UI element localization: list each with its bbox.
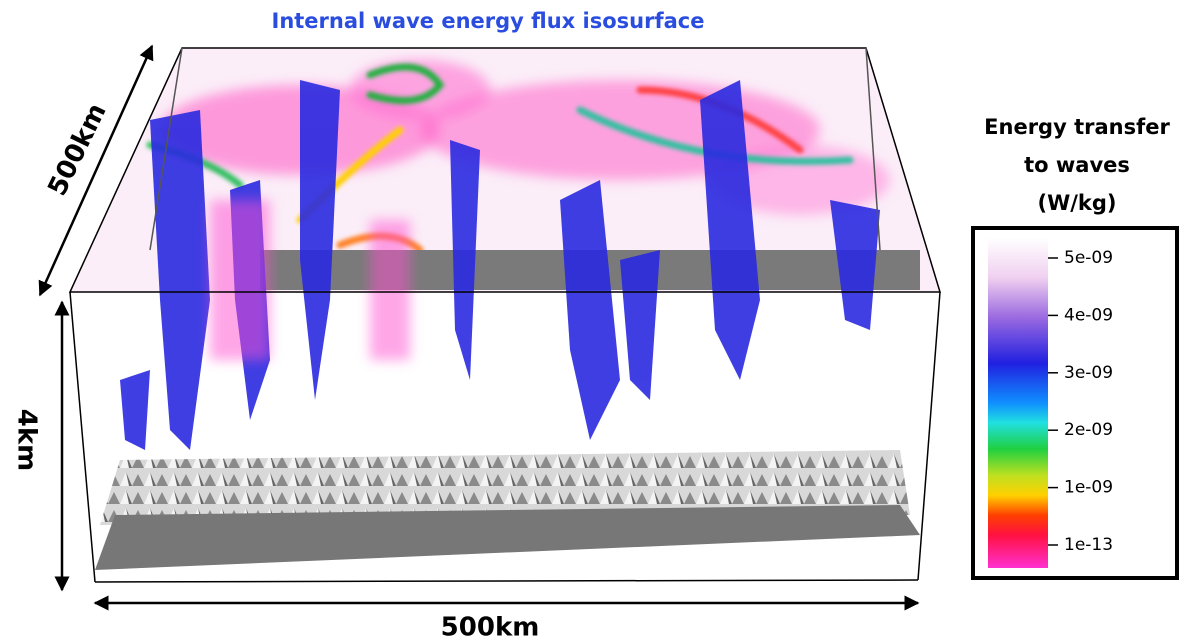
height-label: 4km	[12, 409, 42, 471]
visualization	[68, 47, 942, 583]
dimension-arrows	[38, 44, 920, 611]
width-label: 500km	[441, 613, 540, 641]
terrain	[100, 450, 910, 525]
colorbar-tick-label: 2e-09	[1064, 420, 1113, 440]
colorbar-tick-label: 5e-09	[1064, 248, 1113, 268]
pink-columns	[210, 200, 410, 360]
colorbar-tick-label: 1e-13	[1064, 535, 1113, 555]
title: Internal wave energy flux isosurface	[272, 9, 705, 33]
colorbar-tick-label: 3e-09	[1064, 363, 1113, 383]
colorbar-tick-label: 1e-09	[1064, 478, 1113, 498]
colorbar-title: (W/kg)	[1037, 191, 1116, 215]
colorbar	[971, 226, 1179, 580]
colorbar-gradient	[988, 238, 1048, 568]
depth-label: 500km	[42, 99, 112, 201]
floor	[95, 505, 920, 570]
colorbar-tick-label: 4e-09	[1064, 305, 1113, 325]
colorbar-title: Energy transfer	[984, 115, 1170, 139]
colorbar-title: to waves	[1024, 153, 1130, 177]
